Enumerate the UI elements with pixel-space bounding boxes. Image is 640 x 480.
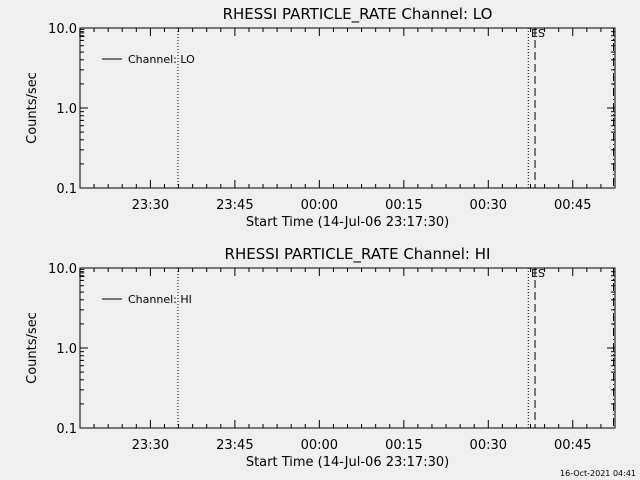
x-tick-label: 00:45 (554, 198, 591, 213)
legend-label: Channel: HI (128, 293, 192, 306)
x-tick-label: 00:30 (470, 198, 507, 213)
x-tick-label: 00:15 (385, 438, 422, 453)
x-tick-label: 00:15 (385, 198, 422, 213)
x-tick-label: 23:45 (216, 198, 253, 213)
y-tick-label: 0.1 (56, 422, 77, 437)
chart-panel-2 (79, 267, 616, 429)
y-tick-label: 0.1 (56, 182, 77, 197)
y-axis-label: Counts/sec (25, 312, 40, 384)
y-tick-label: 10.0 (48, 22, 77, 37)
event-marker-label: E (78, 267, 85, 280)
y-tick-label: 10.0 (48, 262, 77, 277)
event-marker-label: E (78, 27, 85, 40)
event-marker-label: ES (531, 27, 545, 40)
legend-label: Channel: LO (128, 53, 195, 66)
event-marker-label: ES (531, 267, 545, 280)
x-tick-label: 23:30 (132, 438, 169, 453)
x-tick-label: 23:45 (216, 438, 253, 453)
chart-title: RHESSI PARTICLE_RATE Channel: LO (223, 5, 493, 24)
chart-panel-1 (79, 27, 616, 189)
x-tick-label: 00:00 (301, 438, 338, 453)
x-tick-label: 23:30 (132, 198, 169, 213)
y-tick-label: 1.0 (56, 102, 77, 117)
y-tick-label: 1.0 (56, 342, 77, 357)
x-tick-label: 00:00 (301, 198, 338, 213)
footer-timestamp: 16-Oct-2021 04:41 (560, 469, 636, 478)
x-axis-label: Start Time (14-Jul-06 23:17:30) (246, 215, 449, 230)
y-axis-label: Counts/sec (25, 72, 40, 144)
x-axis-label: Start Time (14-Jul-06 23:17:30) (246, 455, 449, 470)
chart-title: RHESSI PARTICLE_RATE Channel: HI (225, 245, 491, 264)
x-tick-label: 00:45 (554, 438, 591, 453)
x-tick-label: 00:30 (470, 438, 507, 453)
